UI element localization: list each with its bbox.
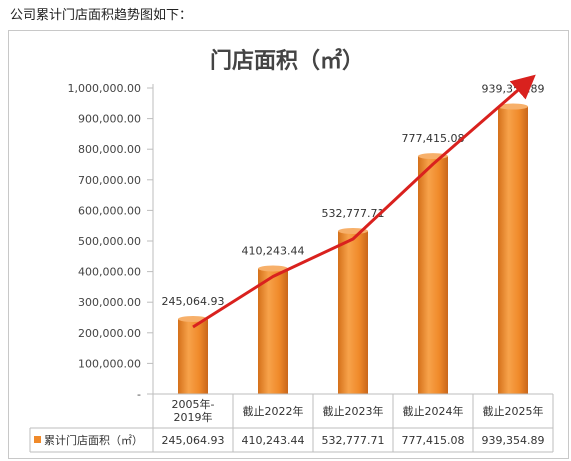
- chart-title: 门店面积（㎡）: [210, 48, 364, 74]
- category-label: 截止2023年: [323, 404, 384, 418]
- bar: [258, 265, 288, 394]
- data-table: 2005年-2019年 截止2022年 截止2023年 截止2024年 截止2025年累…: [29, 393, 554, 453]
- bar: [418, 153, 448, 394]
- bar: [178, 316, 208, 394]
- y-tick-label: 700,000.00: [78, 174, 141, 187]
- series-name: 累计门店面积（㎡）: [44, 433, 143, 447]
- y-tick-label: 400,000.00: [78, 266, 141, 279]
- y-tick-label: -: [137, 388, 141, 401]
- data-label: 245,064.93: [162, 295, 225, 308]
- bars-group: [178, 103, 528, 394]
- data-labels: 245,064.93 410,243.44 532,777.71 777,415.08…: [162, 83, 545, 308]
- y-tick-label: 900,000.00: [78, 113, 141, 126]
- data-label: 777,415.08: [402, 132, 465, 145]
- bar: [498, 103, 528, 394]
- bar-body: [418, 156, 448, 394]
- y-tick-label: 1,000,000.00: [68, 82, 141, 95]
- data-label: 532,777.71: [322, 207, 385, 220]
- bar: [338, 227, 368, 394]
- y-tick-label: 300,000.00: [78, 296, 141, 309]
- chart-frame: [8, 30, 569, 459]
- y-tick-label: 600,000.00: [78, 204, 141, 217]
- table-value-cell: 245,064.93: [162, 434, 225, 447]
- y-tick-label: 100,000.00: [78, 357, 141, 370]
- bar-top: [258, 265, 288, 272]
- legend-swatch: [34, 436, 41, 443]
- data-label: 410,243.44: [242, 244, 305, 257]
- y-tick-label: 200,000.00: [78, 327, 141, 340]
- bar-body: [258, 268, 288, 394]
- table-value-cell: 410,243.44: [242, 434, 305, 447]
- trend-arrow: [192, 74, 536, 329]
- category-label: 2005年-: [172, 397, 215, 411]
- category-label: 2019年: [174, 410, 213, 424]
- table-value-cell: 532,777.71: [322, 434, 385, 447]
- table-value-cell: 939,354.89: [482, 434, 545, 447]
- intro-text: 公司累计门店面积趋势图如下：: [10, 8, 193, 23]
- trend-arrow-group: [192, 74, 536, 329]
- table-value-cell: 777,415.08: [402, 434, 465, 447]
- y-tick-label: 800,000.00: [78, 143, 141, 156]
- category-label: 截止2025年: [483, 404, 544, 418]
- category-label: 截止2022年: [243, 404, 304, 418]
- bar-body: [498, 106, 528, 394]
- bar-body: [178, 319, 208, 394]
- y-tick-label: 500,000.00: [78, 235, 141, 248]
- bar-top: [498, 103, 528, 110]
- y-axis: - 100,000.00 200,000.00 300,000.00 400,000.0…: [68, 82, 154, 401]
- bar-body: [338, 230, 368, 394]
- category-label: 截止2024年: [403, 404, 464, 418]
